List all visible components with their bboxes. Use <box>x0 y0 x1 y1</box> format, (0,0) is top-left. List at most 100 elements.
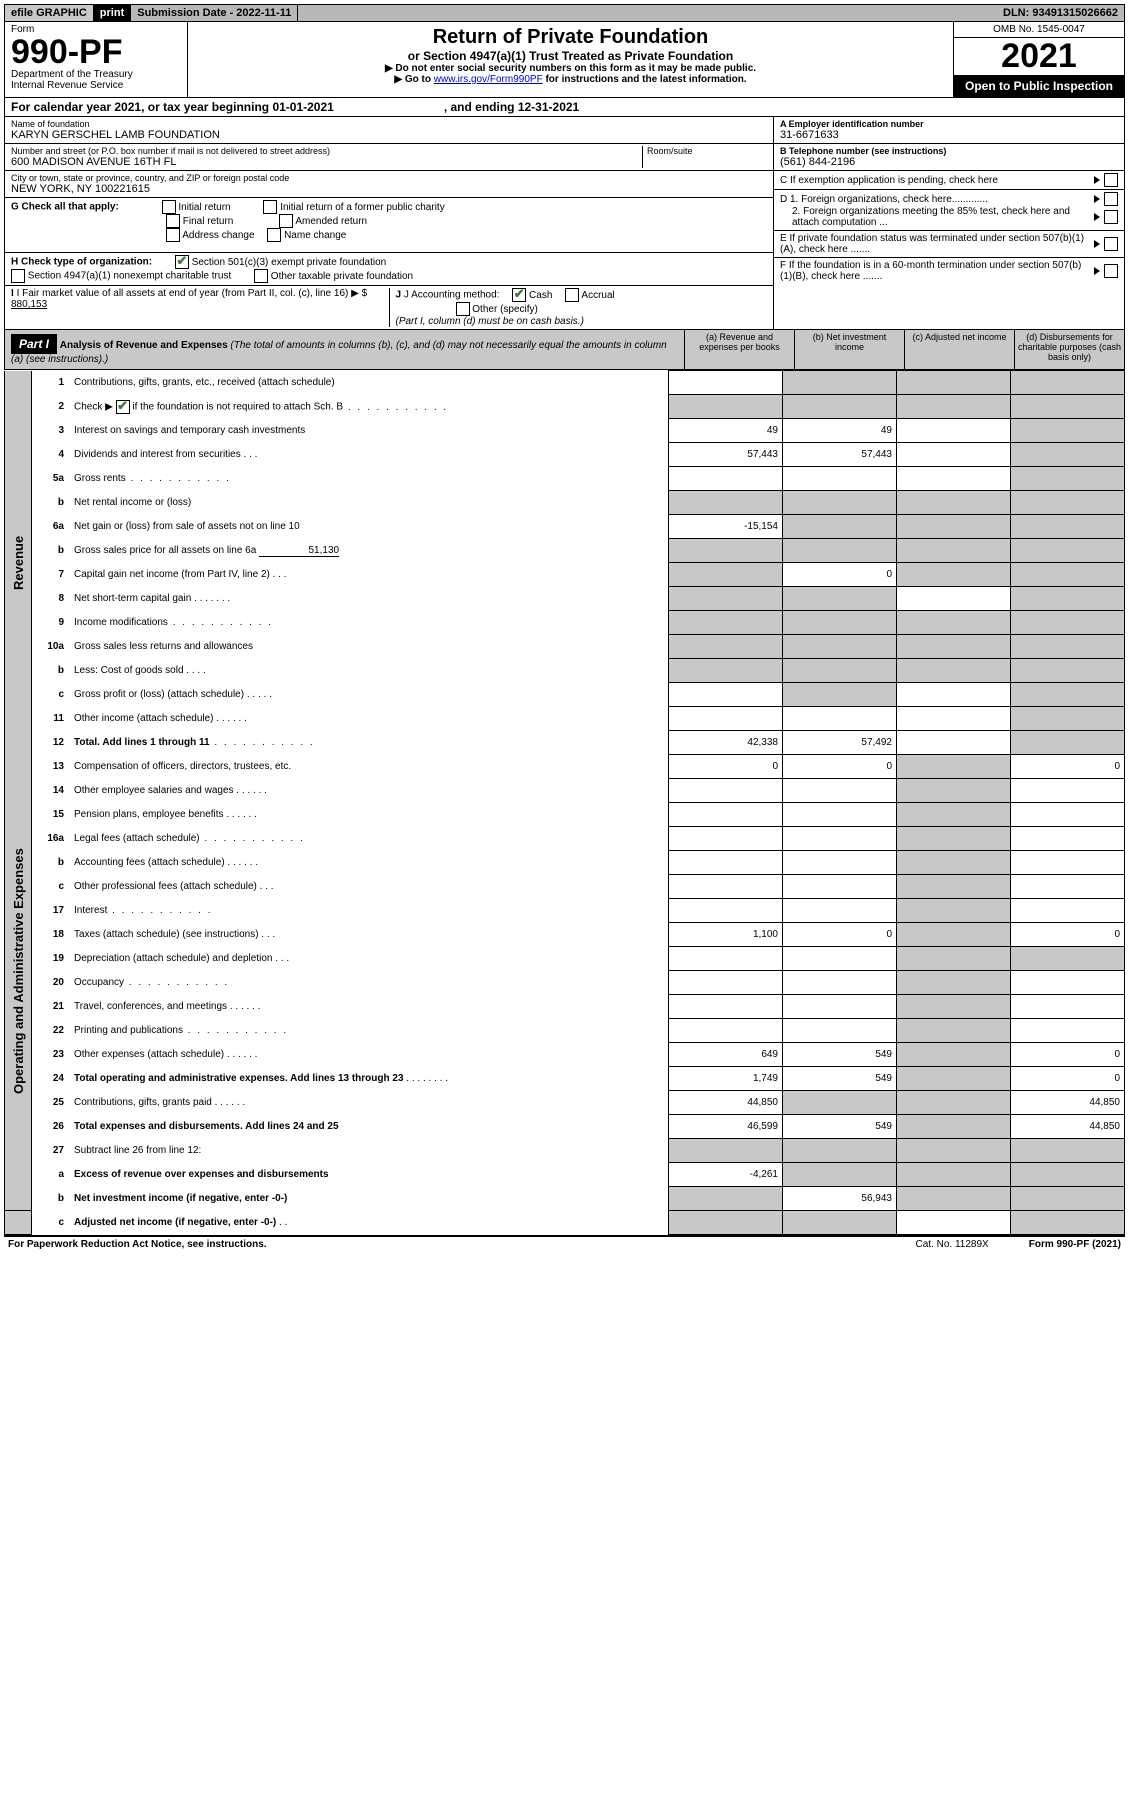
phone: (561) 844-2196 <box>780 156 1118 168</box>
s501-checkbox[interactable] <box>175 255 189 269</box>
row-5a-desc: Gross rents <box>70 467 669 491</box>
header-left: Form 990-PF Department of the Treasury I… <box>5 22 188 97</box>
other-tax-checkbox[interactable] <box>254 269 268 283</box>
row-9-desc: Income modifications <box>70 611 669 635</box>
row-10a: 10aGross sales less returns and allowanc… <box>5 635 1125 659</box>
accrual-checkbox[interactable] <box>565 288 579 302</box>
cash-label: Cash <box>529 290 552 301</box>
triangle-icon <box>1094 213 1100 221</box>
row-16b-desc: Accounting fees (attach schedule) . . . … <box>70 851 669 875</box>
g-label: G Check all that apply: <box>11 202 119 213</box>
triangle-icon <box>1094 240 1100 248</box>
d1-checkbox[interactable] <box>1104 192 1118 206</box>
row-16a-desc: Legal fees (attach schedule) <box>70 827 669 851</box>
form-header: Form 990-PF Department of the Treasury I… <box>4 22 1125 98</box>
footer: For Paperwork Reduction Act Notice, see … <box>4 1235 1125 1252</box>
row-23: 23Other expenses (attach schedule) . . .… <box>5 1043 1125 1067</box>
row-10b-desc: Less: Cost of goods sold . . . . <box>70 659 669 683</box>
row-27: 27Subtract line 26 from line 12: <box>5 1139 1125 1163</box>
val-26a: 46,599 <box>669 1115 783 1139</box>
val-3a: 49 <box>669 419 783 443</box>
final-return-checkbox[interactable] <box>166 214 180 228</box>
header-right: OMB No. 1545-0047 2021 Open to Public In… <box>953 22 1124 97</box>
e-cell: E If private foundation status was termi… <box>774 231 1124 258</box>
row-8: 8Net short-term capital gain . . . . . .… <box>5 587 1125 611</box>
f-checkbox[interactable] <box>1104 264 1118 278</box>
val-4b: 57,443 <box>783 443 897 467</box>
name-cell: Name of foundation KARYN GERSCHEL LAMB F… <box>5 117 773 144</box>
f-cell: F If the foundation is in a 60-month ter… <box>774 258 1124 284</box>
d1-text: D 1. Foreign organizations, check here..… <box>780 194 1090 205</box>
note2: ▶ Go to www.irs.gov/Form990PF for instru… <box>192 74 949 85</box>
amended-checkbox[interactable] <box>279 214 293 228</box>
name-label: Name of foundation <box>11 119 767 129</box>
calendar-text: For calendar year 2021, or tax year begi… <box>11 100 334 114</box>
row-5b: bNet rental income or (loss) <box>5 491 1125 515</box>
initial-return-checkbox[interactable] <box>162 200 176 214</box>
row-27-desc: Subtract line 26 from line 12: <box>70 1139 669 1163</box>
row-26-desc: Total expenses and disbursements. Add li… <box>70 1115 669 1139</box>
other-method-checkbox[interactable] <box>456 302 470 316</box>
val-27a: -4,261 <box>669 1163 783 1187</box>
val-13b: 0 <box>783 755 897 779</box>
c-checkbox[interactable] <box>1104 173 1118 187</box>
row-20: 20Occupancy <box>5 971 1125 995</box>
i-j-section: I I Fair market value of all assets at e… <box>5 286 773 329</box>
val-18a: 1,100 <box>669 923 783 947</box>
ein: 31-6671633 <box>780 129 1118 141</box>
row-6b: bGross sales price for all assets on lin… <box>5 539 1125 563</box>
d-cell: D 1. Foreign organizations, check here..… <box>774 190 1124 231</box>
row-2-desc: Check ▶ if the foundation is not require… <box>70 395 669 419</box>
footer-cat: Cat. No. 11289X <box>916 1239 989 1250</box>
note1: ▶ Do not enter social security numbers o… <box>192 63 949 74</box>
form-subtitle: or Section 4947(a)(1) Trust Treated as P… <box>192 49 949 63</box>
row-17-desc: Interest <box>70 899 669 923</box>
form-link[interactable]: www.irs.gov/Form990PF <box>434 74 543 85</box>
address-change-checkbox[interactable] <box>166 228 180 242</box>
c-cell: C If exemption application is pending, c… <box>774 171 1124 190</box>
omb: OMB No. 1545-0047 <box>954 22 1124 38</box>
val-6a: -15,154 <box>669 515 783 539</box>
val-12b: 57,492 <box>783 731 897 755</box>
addr-label: Number and street (or P.O. box number if… <box>11 146 642 156</box>
row-5b-desc: Net rental income or (loss) <box>70 491 669 515</box>
dln: DLN: 93491315026662 <box>997 5 1124 21</box>
val-25d: 44,850 <box>1011 1091 1125 1115</box>
print-button[interactable]: print <box>94 5 131 21</box>
row-27c-desc: Adjusted net income (if negative, enter … <box>70 1211 669 1235</box>
row-15: 15Pension plans, employee benefits . . .… <box>5 803 1125 827</box>
d2-checkbox[interactable] <box>1104 210 1118 224</box>
c-text: C If exemption application is pending, c… <box>780 175 1090 186</box>
triangle-icon <box>1094 176 1100 184</box>
val-24a: 1,749 <box>669 1067 783 1091</box>
j-note: (Part I, column (d) must be on cash basi… <box>396 316 584 327</box>
row-19: 19Depreciation (attach schedule) and dep… <box>5 947 1125 971</box>
row-10a-desc: Gross sales less returns and allowances <box>70 635 669 659</box>
name-change-checkbox[interactable] <box>267 228 281 242</box>
initial-former-checkbox[interactable] <box>263 200 277 214</box>
other-tax-label: Other taxable private foundation <box>271 271 413 282</box>
triangle-icon <box>1094 267 1100 275</box>
phone-cell: B Telephone number (see instructions) (5… <box>774 144 1124 171</box>
i-label: I Fair market value of all assets at end… <box>17 288 349 299</box>
schb-checkbox[interactable] <box>116 400 130 414</box>
row-25-desc: Contributions, gifts, grants paid . . . … <box>70 1091 669 1115</box>
addr-cell: Number and street (or P.O. box number if… <box>5 144 773 171</box>
row-1-desc: Contributions, gifts, grants, etc., rece… <box>70 371 669 395</box>
accrual-label: Accrual <box>581 290 614 301</box>
cash-checkbox[interactable] <box>512 288 526 302</box>
e-checkbox[interactable] <box>1104 237 1118 251</box>
part1-header-row: Part I Analysis of Revenue and Expenses … <box>4 330 1125 370</box>
header-mid: Return of Private Foundation or Section … <box>188 22 953 97</box>
row-16c: cOther professional fees (attach schedul… <box>5 875 1125 899</box>
s4947-checkbox[interactable] <box>11 269 25 283</box>
row-1: Revenue 1Contributions, gifts, grants, e… <box>5 371 1125 395</box>
val-24d: 0 <box>1011 1067 1125 1091</box>
ein-label: A Employer identification number <box>780 119 924 129</box>
row-25: 25Contributions, gifts, grants paid . . … <box>5 1091 1125 1115</box>
part1-badge: Part I <box>11 334 57 354</box>
row-4: 4Dividends and interest from securities … <box>5 443 1125 467</box>
s501-label: Section 501(c)(3) exempt private foundat… <box>192 257 387 268</box>
val-26d: 44,850 <box>1011 1115 1125 1139</box>
final-return-label: Final return <box>183 216 234 227</box>
